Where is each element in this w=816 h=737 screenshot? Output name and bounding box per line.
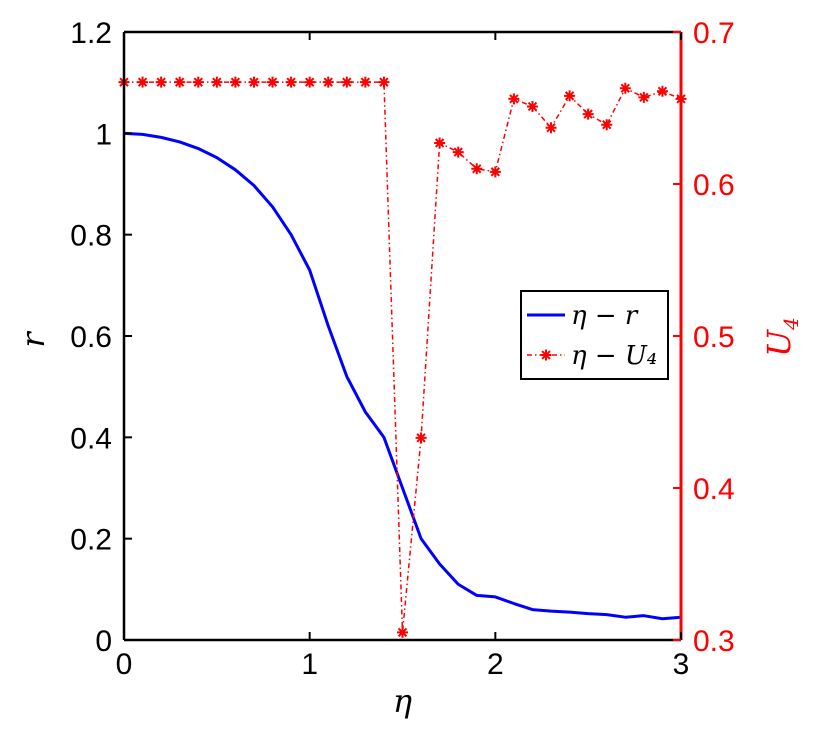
y-right-tick-label: 0.6: [693, 169, 735, 202]
series-u4-marker: [564, 90, 576, 102]
y-right-tick-label: 0.4: [693, 473, 735, 506]
series-u4-marker: [248, 76, 260, 88]
legend-box: [520, 290, 669, 380]
y-left-tick-label: 0: [95, 625, 112, 658]
legend-label-u4: η − U₄: [571, 341, 657, 371]
series-u4-marker: [155, 76, 167, 88]
x-tick-label: 2: [487, 648, 504, 681]
y-left-tick-label: 0.6: [70, 321, 112, 354]
series-u4-marker: [211, 76, 223, 88]
series-u4-marker: [434, 137, 446, 149]
legend-label-r: η − r: [571, 301, 639, 331]
series-u4-marker: [415, 432, 427, 444]
series-u4-marker: [489, 166, 501, 178]
legend-swatch-u4-marker: [540, 349, 552, 361]
series-u4-marker: [174, 76, 186, 88]
series-line-r: [123, 131, 682, 621]
series-u4-marker: [397, 626, 408, 638]
series-u4-marker: [192, 76, 204, 88]
y-right-axis-title: U4: [760, 317, 803, 357]
series-u4-marker: [341, 76, 353, 88]
y-right-tick-label: 0.3: [693, 625, 735, 658]
series-u4-marker: [285, 76, 297, 88]
x-tick-label: 3: [673, 648, 690, 681]
y-left-tick-label: 1.2: [70, 17, 112, 50]
series-u4-marker: [638, 91, 650, 103]
series-u4-marker: [378, 76, 390, 88]
y-left-axis-title: r: [14, 331, 52, 348]
series-u4-marker: [267, 76, 279, 88]
x-axis-title: η: [393, 682, 412, 720]
x-tick-label: 1: [301, 648, 318, 681]
series-u4-marker: [656, 85, 668, 97]
series-u4-marker: [304, 76, 316, 88]
series-u4-marker: [508, 93, 520, 105]
y-left-tick-label: 1: [95, 118, 112, 151]
series-u4-marker: [601, 119, 613, 131]
series-u4-marker: [229, 76, 241, 88]
series-u4-marker: [526, 100, 538, 112]
series-u4-marker: [137, 76, 149, 88]
series-u4-marker: [452, 146, 464, 158]
y-right-axis-title-main: U: [760, 329, 798, 357]
series-u4-marker: [322, 76, 334, 88]
y-left-tick-label: 0.4: [70, 422, 112, 455]
series-u4-marker: [545, 122, 557, 134]
y-left-tick-label: 0.2: [70, 524, 112, 557]
y-right-tick-label: 0.7: [693, 17, 735, 50]
y-right-tick-label: 0.5: [693, 321, 735, 354]
series-u4-marker: [471, 163, 483, 175]
series-u4-marker: [619, 82, 631, 94]
x-tick-label: 0: [116, 648, 133, 681]
y-left-tick-label: 0.8: [70, 220, 112, 253]
y-right-axis-title-subscript: 4: [779, 317, 803, 331]
series-u4-marker: [582, 108, 594, 120]
series-u4-marker: [359, 76, 371, 88]
